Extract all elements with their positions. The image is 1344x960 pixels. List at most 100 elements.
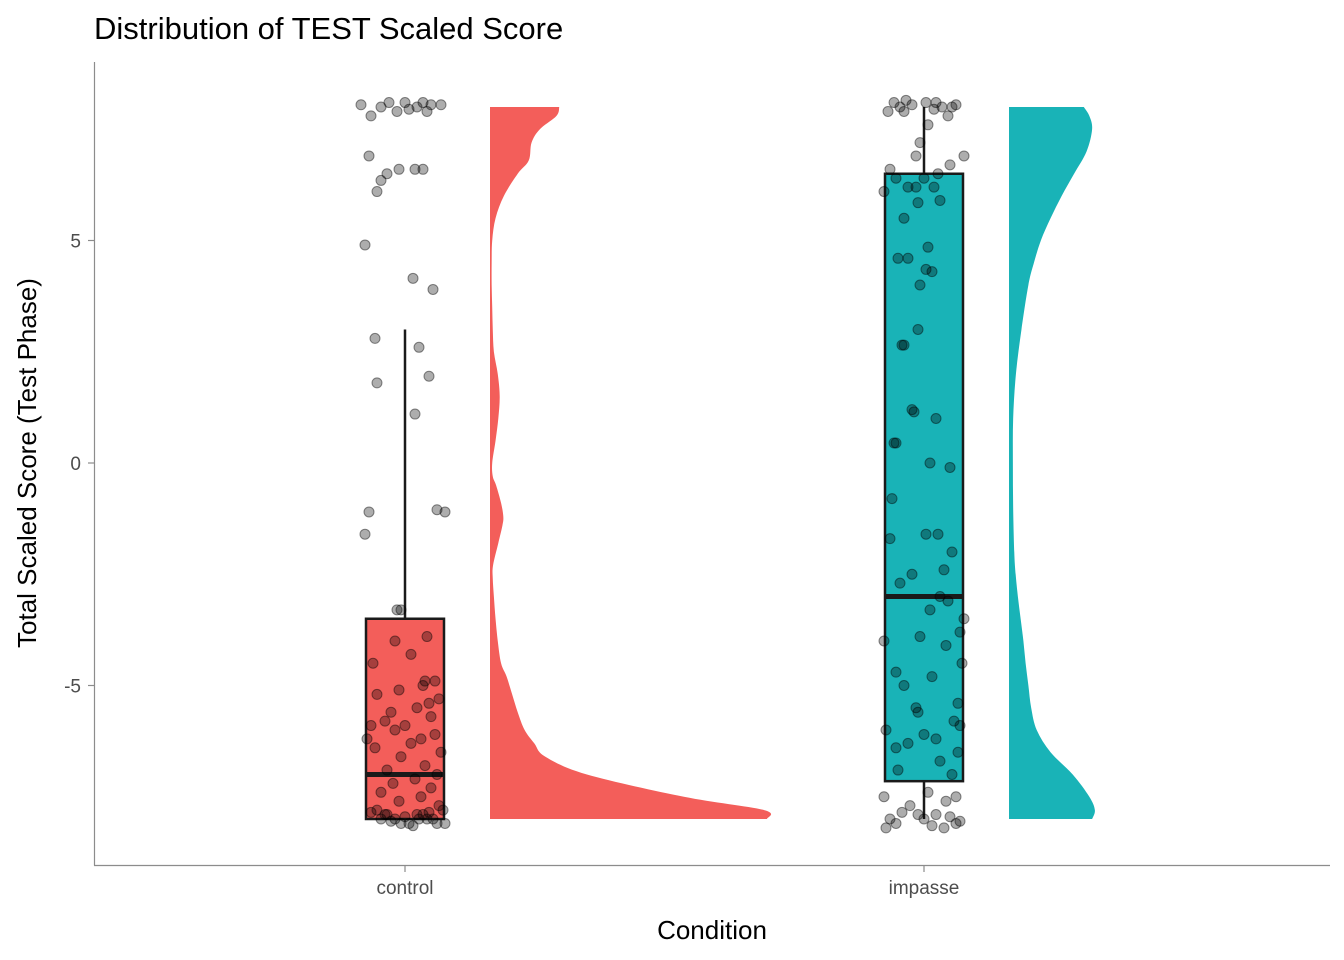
data-point-control-41: [425, 711, 437, 723]
data-point-impasse-27: [948, 715, 960, 727]
y-tick-label-1: 0: [70, 454, 81, 475]
boxplots: [364, 107, 965, 821]
data-point-control-10: [417, 809, 429, 821]
data-point-impasse-5: [884, 813, 896, 825]
data-point-impasse-24: [918, 728, 930, 740]
data-point-control-35: [415, 733, 427, 745]
data-point-impasse-16: [922, 786, 934, 798]
data-point-control-33: [405, 737, 417, 749]
data-point-impasse-62: [926, 266, 938, 278]
data-point-control-37: [389, 724, 401, 736]
data-point-impasse-74: [890, 172, 902, 184]
data-point-impasse-44: [906, 568, 918, 580]
data-point-control-8: [375, 813, 387, 825]
x-tick-label-impasse: impasse: [889, 878, 960, 899]
data-point-control-15: [407, 820, 419, 832]
data-point-impasse-84: [882, 105, 894, 117]
data-point-impasse-65: [914, 279, 926, 291]
y-tick-label-0: -5: [64, 677, 81, 698]
data-point-impasse-55: [930, 413, 942, 424]
data-point-control-27: [431, 769, 443, 780]
data-point-impasse-15: [950, 791, 962, 803]
data-point-control-23: [375, 786, 387, 798]
data-point-impasse-51: [944, 461, 956, 473]
data-point-impasse-17: [946, 769, 958, 780]
data-point-control-54: [421, 631, 433, 643]
data-point-impasse-91: [920, 97, 932, 109]
data-point-control-75: [363, 150, 375, 162]
box-impasse: [883, 172, 965, 783]
data-point-impasse-20: [952, 746, 964, 758]
y-axis-ticks: -5 0 5: [64, 232, 95, 698]
data-point-impasse-54: [888, 437, 900, 449]
data-point-control-52: [405, 648, 417, 660]
data-point-impasse-69: [934, 194, 946, 206]
data-point-control-59: [431, 504, 443, 516]
data-point-impasse-47: [884, 533, 896, 545]
data-point-control-56: [395, 604, 407, 616]
data-point-control-21: [393, 795, 405, 807]
data-point-control-5: [421, 813, 433, 825]
data-point-control-3: [403, 817, 415, 829]
data-point-control-12: [365, 806, 377, 818]
data-point-control-66: [427, 283, 439, 295]
data-point-control-7: [437, 804, 449, 816]
data-point-impasse-61: [920, 263, 932, 275]
data-point-impasse-72: [910, 181, 922, 193]
data-point-impasse-53: [890, 437, 902, 449]
data-point-impasse-57: [906, 404, 918, 416]
data-point-control-82: [355, 99, 367, 111]
data-point-control-61: [409, 408, 421, 420]
data-point-control-62: [371, 377, 383, 389]
jitter-points: [355, 94, 970, 834]
box-control: [364, 617, 446, 821]
data-point-impasse-39: [958, 613, 970, 625]
data-point-impasse-93: [900, 94, 912, 106]
data-point-impasse-3: [938, 822, 950, 834]
density-clouds: [490, 107, 1095, 819]
data-point-control-34: [361, 733, 373, 745]
data-point-control-67: [407, 272, 419, 284]
data-point-impasse-94: [946, 101, 958, 113]
data-point-control-9: [395, 817, 407, 829]
data-point-impasse-29: [910, 702, 922, 714]
data-point-control-70: [375, 174, 387, 186]
data-point-impasse-63: [902, 252, 914, 264]
data-point-control-49: [419, 675, 431, 687]
data-point-control-42: [385, 706, 397, 718]
data-point-impasse-89: [950, 99, 962, 111]
data-point-control-1: [381, 809, 393, 821]
data-point-control-79: [403, 103, 415, 115]
data-point-control-68: [359, 239, 371, 251]
data-point-impasse-81: [914, 137, 926, 149]
data-point-control-19: [413, 813, 425, 825]
y-tick-label-2: 5: [70, 232, 81, 253]
data-point-control-38: [365, 720, 377, 732]
data-point-impasse-43: [894, 577, 906, 589]
data-point-impasse-30: [952, 697, 964, 709]
data-point-control-60: [439, 506, 451, 518]
data-point-impasse-34: [956, 657, 968, 669]
data-point-impasse-31: [898, 680, 910, 691]
data-point-control-11: [427, 813, 439, 825]
data-point-impasse-25: [880, 724, 892, 736]
data-point-control-44: [423, 697, 435, 709]
data-point-impasse-12: [904, 800, 916, 812]
data-point-impasse-85: [928, 103, 940, 115]
data-point-control-17: [439, 817, 451, 829]
x-axis-title: Condition: [657, 915, 767, 945]
data-point-control-24: [425, 782, 437, 794]
data-point-impasse-59: [896, 339, 908, 351]
data-point-impasse-56: [908, 406, 920, 418]
density-cloud-control: [490, 107, 772, 819]
chart-title: Distribution of TEST Scaled Score: [94, 11, 563, 46]
data-point-control-55: [391, 604, 403, 616]
data-point-impasse-23: [930, 733, 942, 745]
data-point-control-46: [371, 688, 383, 700]
data-point-impasse-66: [922, 241, 934, 253]
data-point-impasse-83: [942, 110, 954, 122]
data-point-control-30: [395, 751, 407, 763]
data-point-control-63: [423, 370, 435, 382]
x-tick-label-control: control: [376, 878, 433, 899]
data-point-control-74: [417, 163, 429, 175]
